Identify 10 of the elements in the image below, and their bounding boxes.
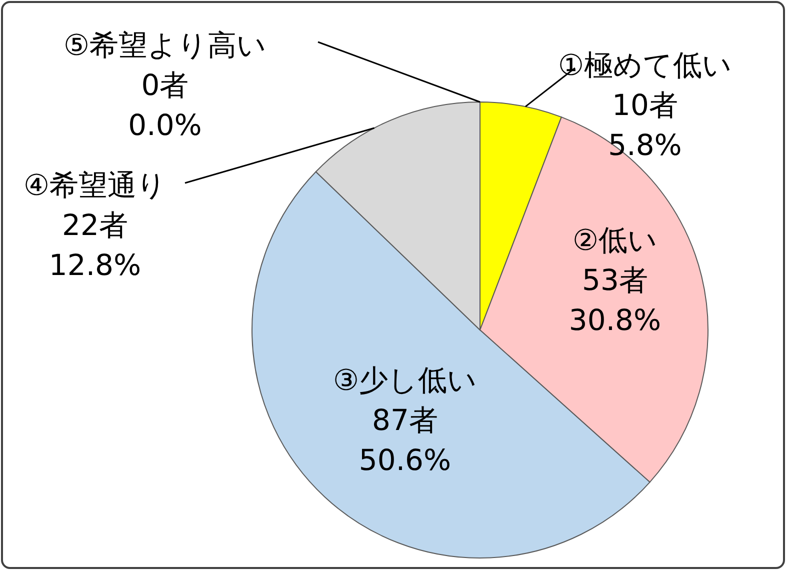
data-label: 87者 50.6% (358, 403, 452, 477)
slice-label: ④希望通り (24, 168, 166, 202)
slice-label: ①極めて低い (558, 48, 732, 82)
data-label: 10者 5.8% (608, 88, 682, 162)
slice-label: ③少し低い (333, 363, 477, 397)
category-label: ⑤希望より高い (64, 28, 266, 62)
data-label: 22者 12.8% (48, 208, 142, 282)
text: 0者 0.0% (128, 68, 202, 142)
slice-label: ②低い (572, 223, 658, 257)
data-label: 53者 30.8% (568, 263, 662, 337)
